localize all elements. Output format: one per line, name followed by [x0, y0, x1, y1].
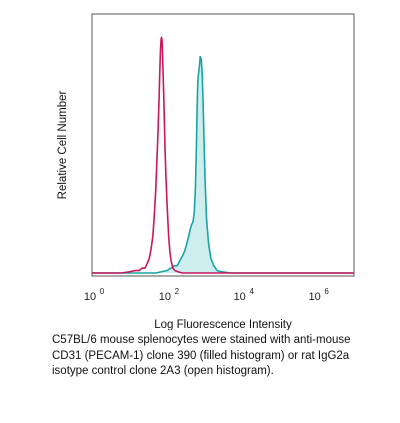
x-axis-label: Log Fluorescence Intensity [154, 319, 292, 330]
filled-histogram-line [92, 55, 354, 274]
x-tick-base-2: 10 [234, 291, 246, 303]
x-tick-exponent-1: 2 [175, 287, 180, 296]
x-tick-base-1: 10 [159, 291, 171, 303]
x-tick-exponent-2: 4 [249, 287, 254, 296]
series-layer [92, 36, 354, 274]
histogram-chart: 10 0 10 2 10 4 10 6 Relative Cell Number Log Fl… [57, 13, 355, 330]
x-tick-labels: 10 0 10 2 10 4 10 6 [84, 287, 329, 303]
x-tick-exponent-3: 6 [324, 287, 329, 296]
figure-caption: C57BL/6 mouse splenocytes were stained w… [52, 334, 351, 377]
plot-frame [91, 13, 355, 277]
x-tick-base-0: 10 [84, 291, 96, 303]
open-histogram-line [92, 36, 354, 274]
y-axis-label: Relative Cell Number [57, 91, 69, 200]
x-tick-exponent-0: 0 [100, 287, 105, 296]
x-tick-base-3: 10 [308, 291, 320, 303]
